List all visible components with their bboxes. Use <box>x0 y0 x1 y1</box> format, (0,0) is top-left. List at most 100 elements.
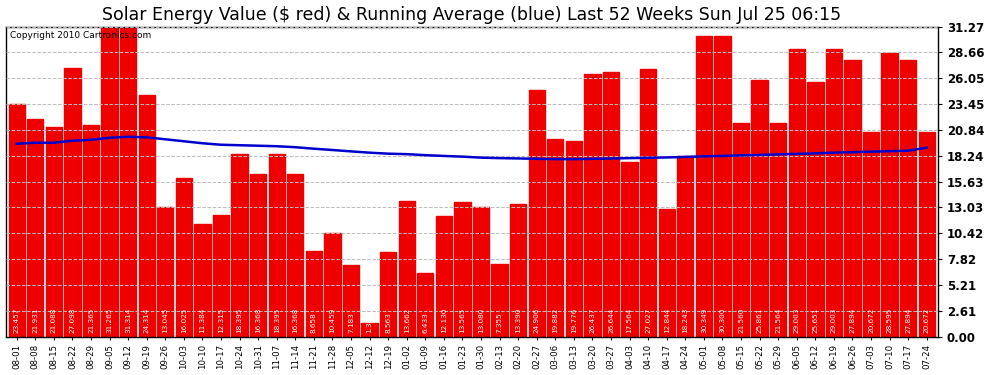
Bar <box>658 209 675 337</box>
Text: 24.906: 24.906 <box>534 308 540 333</box>
Text: 20.672: 20.672 <box>924 308 930 333</box>
Text: 18.395: 18.395 <box>237 308 243 333</box>
Text: 13.390: 13.390 <box>515 308 521 333</box>
Text: 6.433: 6.433 <box>423 312 429 333</box>
Bar <box>677 156 694 337</box>
Bar <box>863 132 879 337</box>
Text: 17.564: 17.564 <box>627 308 633 333</box>
Bar <box>268 154 285 337</box>
Text: 29.003: 29.003 <box>794 308 800 333</box>
Text: 20.672: 20.672 <box>868 308 874 333</box>
Bar <box>547 140 563 337</box>
Text: 28.595: 28.595 <box>887 308 893 333</box>
Text: 27.894: 27.894 <box>849 308 855 333</box>
Text: 27.894: 27.894 <box>905 308 911 333</box>
Text: 21.560: 21.560 <box>738 308 744 333</box>
Text: 13.662: 13.662 <box>404 308 410 333</box>
Text: 13.565: 13.565 <box>459 308 465 333</box>
Bar <box>565 141 582 337</box>
Bar <box>399 201 415 337</box>
Text: 19.882: 19.882 <box>552 308 558 333</box>
Text: 18.395: 18.395 <box>273 308 280 333</box>
Text: 18.243: 18.243 <box>682 308 688 333</box>
Text: 16.025: 16.025 <box>181 308 187 333</box>
Text: 8.658: 8.658 <box>311 312 317 333</box>
Bar <box>603 72 619 337</box>
Text: 29.003: 29.003 <box>831 308 837 333</box>
Text: 21.931: 21.931 <box>33 308 39 333</box>
Bar <box>46 128 62 337</box>
Bar <box>194 224 211 337</box>
Text: 16.368: 16.368 <box>255 308 261 333</box>
Text: 7.355: 7.355 <box>497 312 503 333</box>
Bar <box>64 68 80 337</box>
Bar <box>250 174 266 337</box>
Bar <box>751 80 768 337</box>
Bar <box>232 154 248 337</box>
Text: 24.314: 24.314 <box>144 308 149 333</box>
Bar <box>733 123 749 337</box>
Bar <box>27 119 44 337</box>
Bar <box>306 251 322 337</box>
Bar <box>175 178 192 337</box>
Text: 1.364: 1.364 <box>366 312 372 333</box>
Text: 10.459: 10.459 <box>330 308 336 333</box>
Text: 30.300: 30.300 <box>720 308 726 333</box>
Bar <box>491 264 508 337</box>
Bar <box>454 202 470 337</box>
Text: 31.265: 31.265 <box>107 308 113 333</box>
Bar <box>417 273 434 337</box>
Bar <box>826 49 842 337</box>
Bar <box>343 266 359 337</box>
Bar <box>325 233 341 337</box>
Bar <box>881 53 898 337</box>
Bar <box>844 60 860 337</box>
Text: 25.651: 25.651 <box>813 308 819 333</box>
Text: 31.314: 31.314 <box>125 308 131 333</box>
Text: 25.861: 25.861 <box>756 308 762 333</box>
Text: 21.564: 21.564 <box>775 308 781 333</box>
Text: 23.457: 23.457 <box>14 308 20 333</box>
Bar <box>9 104 25 337</box>
Bar <box>101 27 118 337</box>
Title: Solar Energy Value ($ red) & Running Average (blue) Last 52 Weeks Sun Jul 25 06:: Solar Energy Value ($ red) & Running Ave… <box>102 6 842 24</box>
Bar <box>380 252 396 337</box>
Bar <box>473 207 489 337</box>
Text: 16.368: 16.368 <box>292 308 298 333</box>
Bar <box>919 132 935 337</box>
Bar <box>287 174 304 337</box>
Bar <box>83 125 99 337</box>
Bar <box>436 216 452 337</box>
Text: 27.027: 27.027 <box>645 308 651 333</box>
Text: 11.384: 11.384 <box>199 308 206 333</box>
Bar <box>807 82 824 337</box>
Bar <box>770 123 786 337</box>
Bar <box>640 69 656 337</box>
Text: 21.088: 21.088 <box>50 308 56 333</box>
Text: 12.844: 12.844 <box>663 308 670 333</box>
Bar <box>529 90 545 337</box>
Bar <box>900 60 917 337</box>
Text: 19.776: 19.776 <box>571 308 577 333</box>
Bar <box>139 96 154 337</box>
Text: 12.315: 12.315 <box>218 308 224 333</box>
Bar <box>120 26 137 337</box>
Text: 12.130: 12.130 <box>441 308 446 333</box>
Bar <box>157 207 173 337</box>
Bar <box>789 49 805 337</box>
Bar <box>584 75 601 337</box>
Bar <box>715 36 731 337</box>
Text: 21.365: 21.365 <box>88 308 94 333</box>
Text: 13.080: 13.080 <box>478 308 484 333</box>
Text: 26.437: 26.437 <box>589 308 595 333</box>
Bar <box>622 162 638 337</box>
Text: 7.183: 7.183 <box>348 312 354 333</box>
Text: Copyright 2010 Cartronics.com: Copyright 2010 Cartronics.com <box>10 31 151 40</box>
Text: 27.098: 27.098 <box>69 308 75 333</box>
Bar <box>361 323 378 337</box>
Text: 13.045: 13.045 <box>162 308 168 333</box>
Text: 30.349: 30.349 <box>701 308 707 333</box>
Text: 8.563: 8.563 <box>385 312 391 333</box>
Bar <box>213 214 229 337</box>
Bar <box>696 36 712 337</box>
